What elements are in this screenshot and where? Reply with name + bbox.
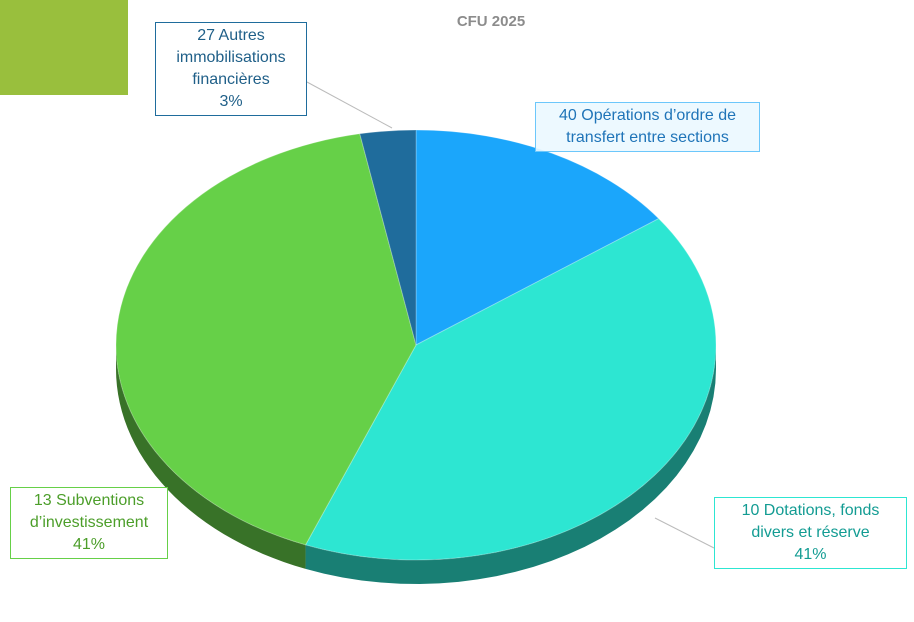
value-label: 41%	[794, 546, 827, 563]
slice-side	[116, 345, 306, 569]
value-label: 41%	[72, 536, 106, 553]
category-name: 40 Opérations d’ordre de transfert entre…	[559, 107, 736, 146]
data-label: 13 Subventions d’investissement 41%	[10, 487, 168, 559]
leader-line	[306, 81, 393, 129]
decor-square	[0, 0, 128, 95]
slice-side	[305, 345, 716, 584]
slice	[359, 129, 417, 346]
slice	[115, 133, 417, 546]
data-label: 40 Opérations d’ordre de transfert entre…	[535, 102, 760, 152]
category-name: 10 Dotations, fonds divers et réserve	[741, 502, 880, 541]
data-label: 10 Dotations, fonds divers et réserve 41%	[714, 497, 907, 569]
slice	[304, 218, 717, 561]
category-name: 13 Subventions d’investissement	[29, 492, 149, 531]
pie	[115, 129, 717, 584]
leader-line	[654, 517, 715, 549]
category-name: 27 Autres immobilisations financières	[176, 27, 286, 88]
chart-title: CFU 2025	[457, 13, 525, 30]
data-label: 27 Autres immobilisations financières 3%	[155, 22, 307, 116]
slice	[415, 129, 660, 346]
value-label: 3%	[219, 93, 243, 110]
